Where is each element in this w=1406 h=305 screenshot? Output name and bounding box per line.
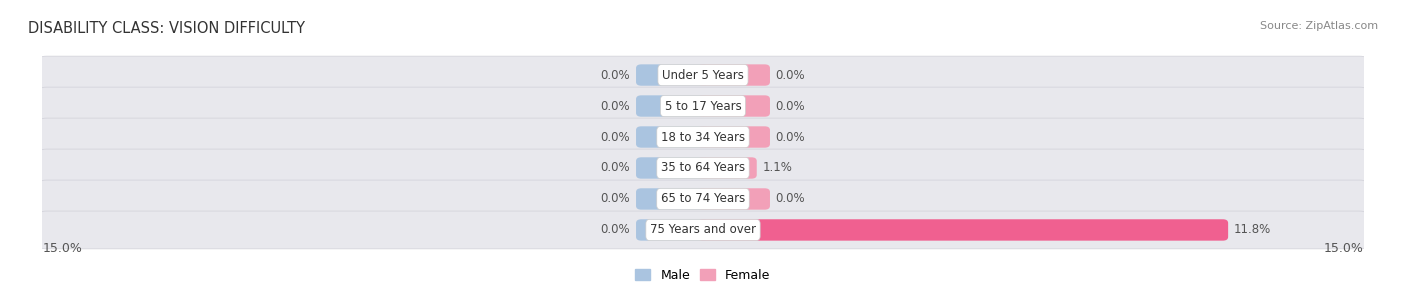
FancyBboxPatch shape xyxy=(35,211,1371,249)
Text: 5 to 17 Years: 5 to 17 Years xyxy=(665,99,741,113)
Text: 0.0%: 0.0% xyxy=(600,69,630,81)
Text: 75 Years and over: 75 Years and over xyxy=(650,224,756,236)
FancyBboxPatch shape xyxy=(697,95,770,117)
Text: 0.0%: 0.0% xyxy=(600,131,630,144)
Text: 0.0%: 0.0% xyxy=(600,99,630,113)
FancyBboxPatch shape xyxy=(636,219,709,241)
FancyBboxPatch shape xyxy=(636,188,709,210)
Text: 0.0%: 0.0% xyxy=(776,99,806,113)
Text: 15.0%: 15.0% xyxy=(42,242,82,255)
FancyBboxPatch shape xyxy=(697,126,770,148)
Text: 0.0%: 0.0% xyxy=(776,131,806,144)
FancyBboxPatch shape xyxy=(35,149,1371,187)
Legend: Male, Female: Male, Female xyxy=(630,264,776,287)
Text: 18 to 34 Years: 18 to 34 Years xyxy=(661,131,745,144)
FancyBboxPatch shape xyxy=(636,126,709,148)
FancyBboxPatch shape xyxy=(697,157,756,179)
FancyBboxPatch shape xyxy=(636,64,709,86)
FancyBboxPatch shape xyxy=(35,180,1371,218)
FancyBboxPatch shape xyxy=(697,64,770,86)
Text: 0.0%: 0.0% xyxy=(600,224,630,236)
Text: 0.0%: 0.0% xyxy=(776,192,806,206)
Text: Under 5 Years: Under 5 Years xyxy=(662,69,744,81)
Text: 0.0%: 0.0% xyxy=(776,69,806,81)
Text: DISABILITY CLASS: VISION DIFFICULTY: DISABILITY CLASS: VISION DIFFICULTY xyxy=(28,21,305,36)
FancyBboxPatch shape xyxy=(35,56,1371,94)
Text: 1.1%: 1.1% xyxy=(762,161,793,174)
FancyBboxPatch shape xyxy=(636,95,709,117)
Text: 65 to 74 Years: 65 to 74 Years xyxy=(661,192,745,206)
Text: 15.0%: 15.0% xyxy=(1324,242,1364,255)
FancyBboxPatch shape xyxy=(697,188,770,210)
FancyBboxPatch shape xyxy=(636,157,709,179)
FancyBboxPatch shape xyxy=(35,118,1371,156)
Text: Source: ZipAtlas.com: Source: ZipAtlas.com xyxy=(1260,21,1378,31)
FancyBboxPatch shape xyxy=(35,87,1371,125)
Text: 35 to 64 Years: 35 to 64 Years xyxy=(661,161,745,174)
Text: 0.0%: 0.0% xyxy=(600,192,630,206)
Text: 11.8%: 11.8% xyxy=(1234,224,1271,236)
FancyBboxPatch shape xyxy=(697,219,1227,241)
Text: 0.0%: 0.0% xyxy=(600,161,630,174)
